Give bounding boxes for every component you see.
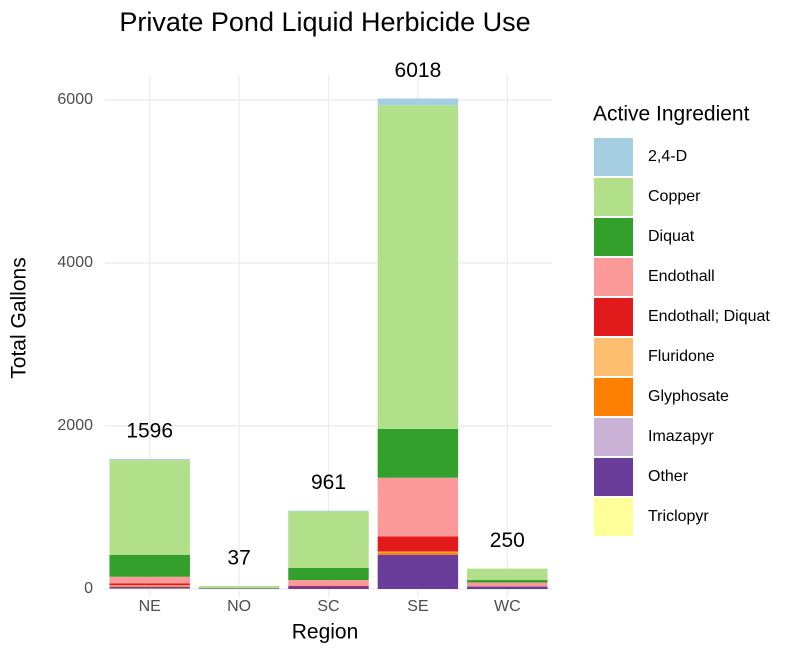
legend-label: Copper: [648, 188, 701, 205]
bar-segment: [109, 583, 190, 586]
x-tick-label: NO: [227, 598, 251, 615]
legend-key: [594, 258, 633, 296]
y-tick-label: 2000: [57, 417, 93, 434]
bar-segment: [467, 568, 548, 581]
total-label: 6018: [395, 59, 442, 82]
legend-key: [594, 178, 633, 216]
legend-key: [594, 338, 633, 376]
total-label: 250: [490, 529, 525, 552]
legend-key: [594, 458, 633, 496]
bar-segment: [377, 477, 459, 537]
bar-segment: [109, 458, 190, 461]
legend-key: [594, 298, 633, 336]
chart-title: Private Pond Liquid Herbicide Use: [119, 7, 530, 37]
bar-segment: [109, 554, 190, 577]
legend-label: Imazapyr: [648, 428, 714, 445]
bar-segment: [377, 552, 459, 555]
bar-segment: [109, 576, 190, 584]
bar-segment: [377, 105, 459, 429]
x-tick-label: SE: [407, 598, 428, 615]
bar-segment: [198, 585, 280, 589]
bar-segment: [109, 586, 190, 589]
legend-label: Diquat: [648, 228, 695, 245]
legend-label: Endothall: [648, 268, 715, 285]
x-tick-label: SC: [317, 598, 339, 615]
bar-segment: [109, 585, 190, 587]
bar-segment: [377, 536, 459, 552]
bar-segment: [377, 98, 459, 106]
legend-key: [594, 418, 633, 456]
legend-label: Triclopyr: [648, 508, 709, 525]
legend-label: Endothall; Diquat: [648, 308, 770, 325]
bar-segment: [198, 588, 280, 589]
legend-key: [594, 378, 633, 416]
legend-key: [594, 218, 633, 256]
y-tick-label: 0: [84, 580, 93, 597]
total-label: 1596: [126, 419, 173, 442]
x-tick-label: WC: [494, 598, 521, 615]
bar-segment: [467, 586, 548, 589]
legend-title: Active Ingredient: [593, 103, 750, 126]
bar-segment: [467, 582, 548, 587]
bar-segment: [377, 554, 459, 589]
legend-key: [594, 138, 633, 176]
bar-segment: [288, 511, 369, 568]
legend-label: Glyphosate: [648, 388, 729, 405]
bar-segment: [288, 585, 369, 587]
bar-segment: [109, 460, 190, 555]
x-axis-label: Region: [292, 621, 359, 644]
legend-label: Other: [648, 468, 689, 485]
bar-segment: [288, 510, 369, 512]
bar-segment: [377, 428, 459, 478]
bar-segment: [377, 551, 459, 553]
legend-label: Fluridone: [648, 348, 715, 365]
y-tick-label: 4000: [57, 254, 93, 271]
total-label: 37: [227, 547, 250, 570]
y-tick-label: 6000: [57, 91, 93, 108]
bar-segment: [467, 580, 548, 583]
legend-label: 2,4-D: [648, 148, 687, 165]
bar-segment: [288, 586, 369, 589]
bar-segment: [288, 580, 369, 586]
total-label: 961: [311, 471, 346, 494]
legend-key: [594, 498, 633, 536]
bar-segment: [288, 567, 369, 581]
y-axis-label: Total Gallons: [8, 257, 31, 378]
x-tick-label: NE: [139, 598, 161, 615]
